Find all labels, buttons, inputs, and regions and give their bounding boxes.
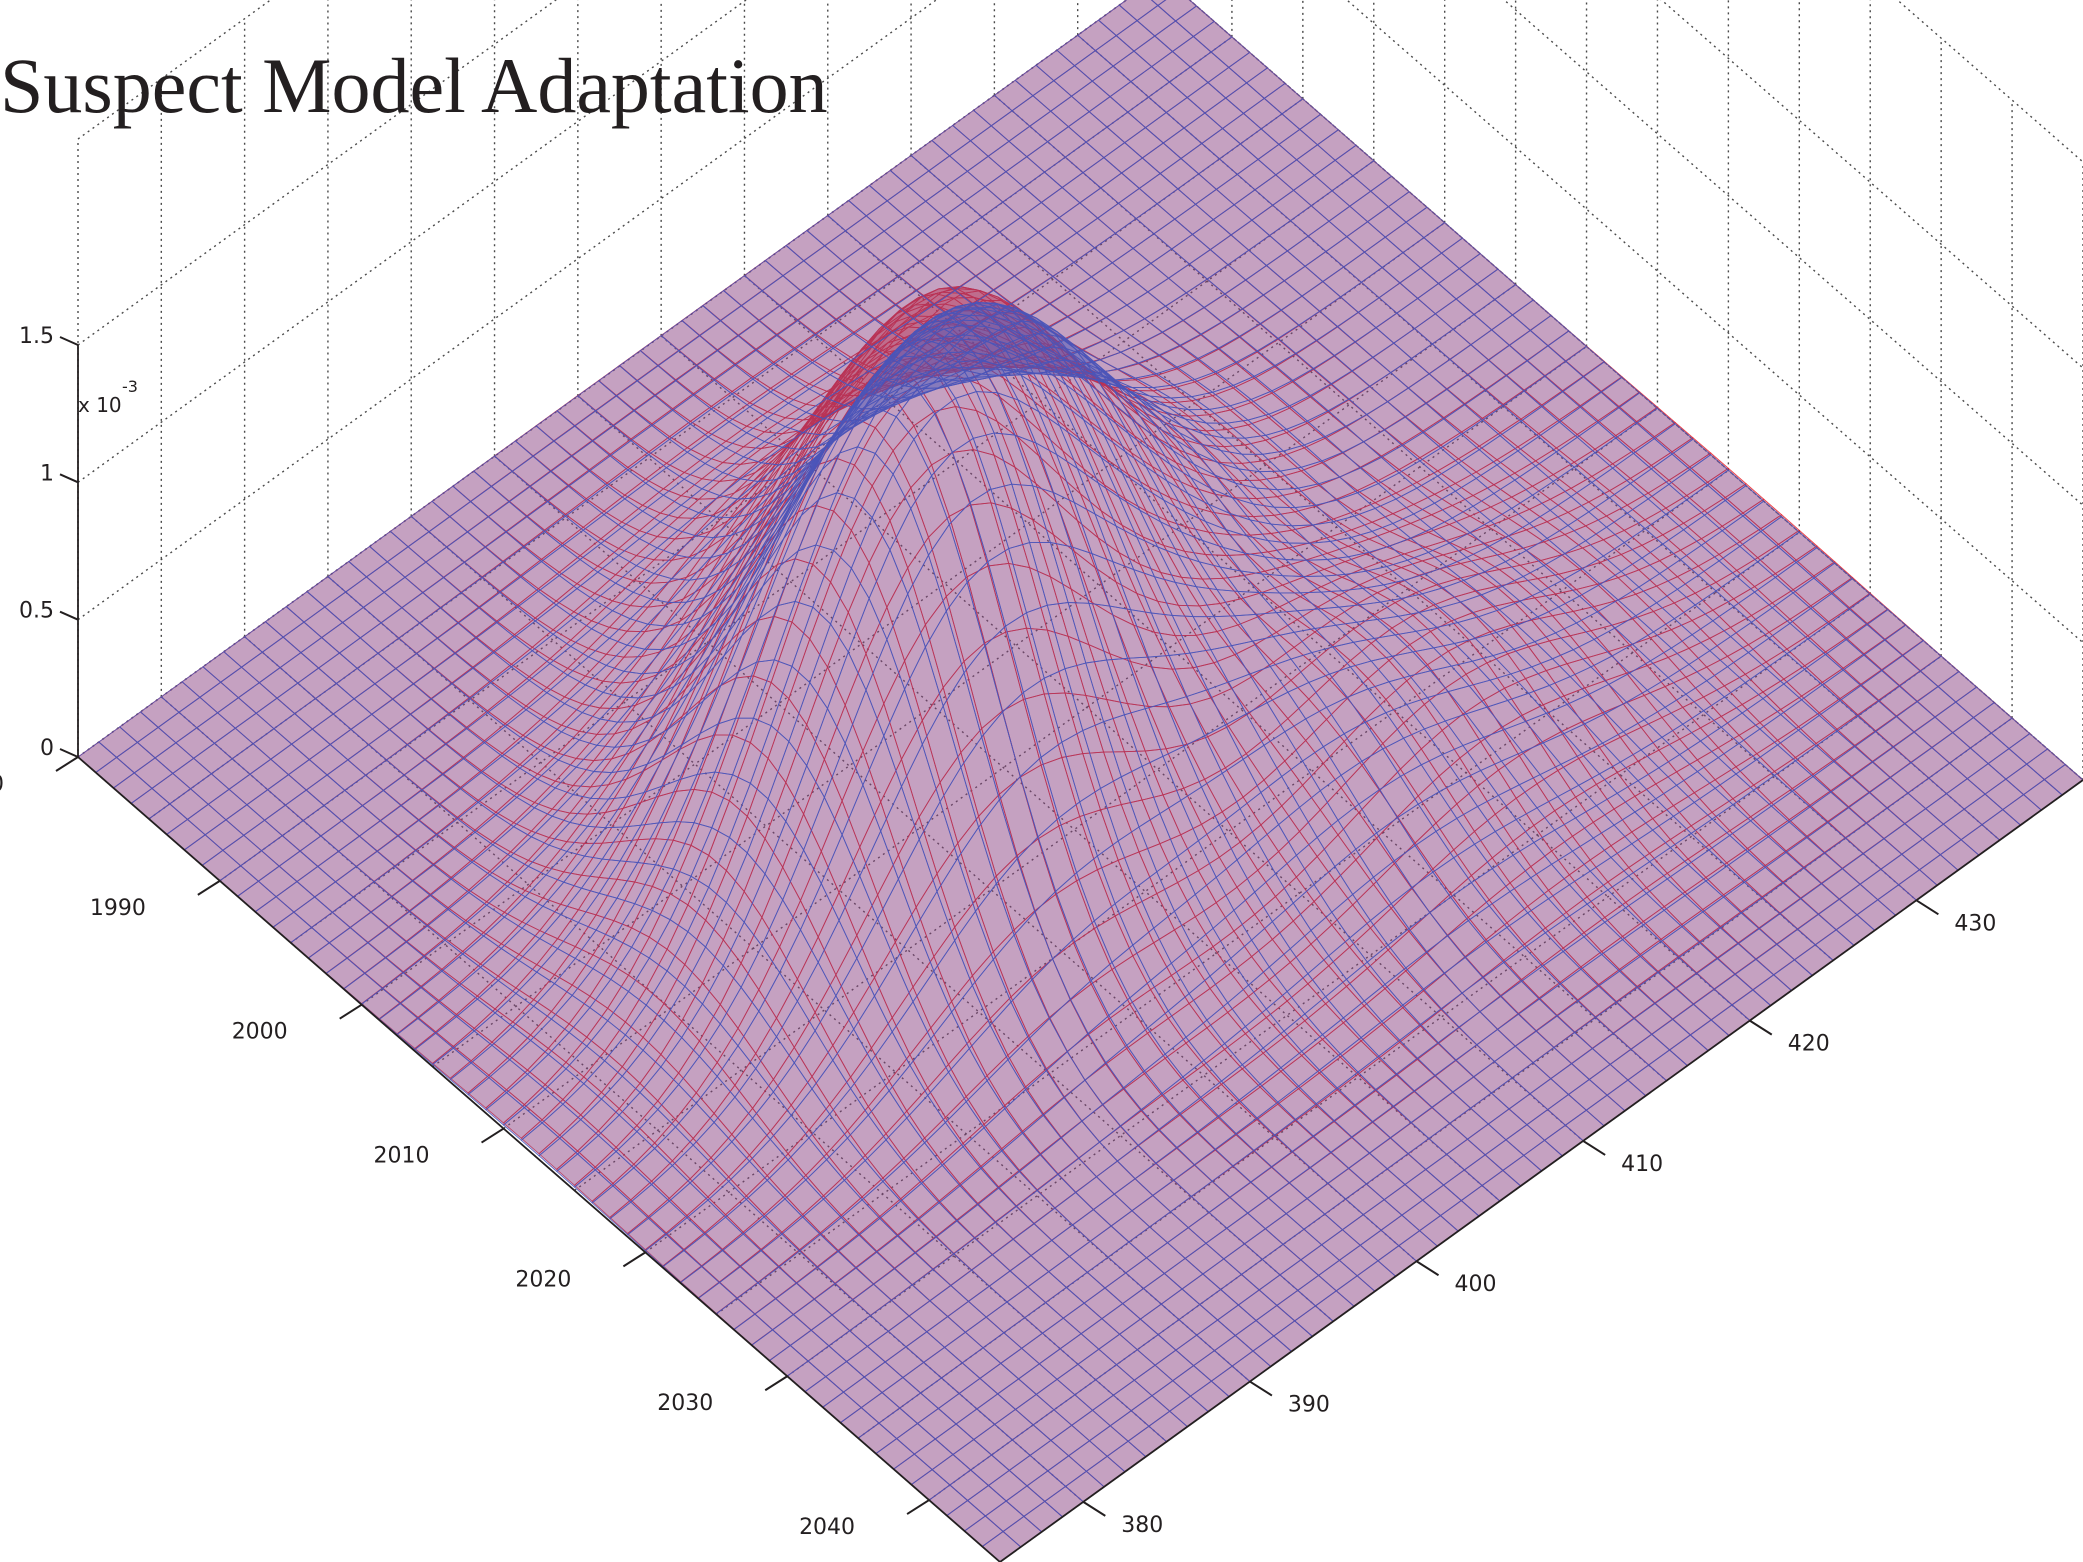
surface-series: [77, 0, 2083, 1562]
grid-line: [77, 0, 2083, 644]
grid-line: [786, 593, 1871, 1377]
grid-line: [503, 345, 1587, 1130]
surface-layer: [77, 0, 2083, 1562]
grid-line: [644, 469, 1729, 1253]
grid-line: [715, 531, 1800, 1315]
grid-line: [574, 407, 1658, 1192]
grid-line: [77, 0, 2083, 369]
grid-line: [77, 0, 2083, 506]
grid-line: [290, 160, 1375, 944]
grid-line: [361, 222, 1446, 1006]
grid-line: [432, 284, 1517, 1068]
